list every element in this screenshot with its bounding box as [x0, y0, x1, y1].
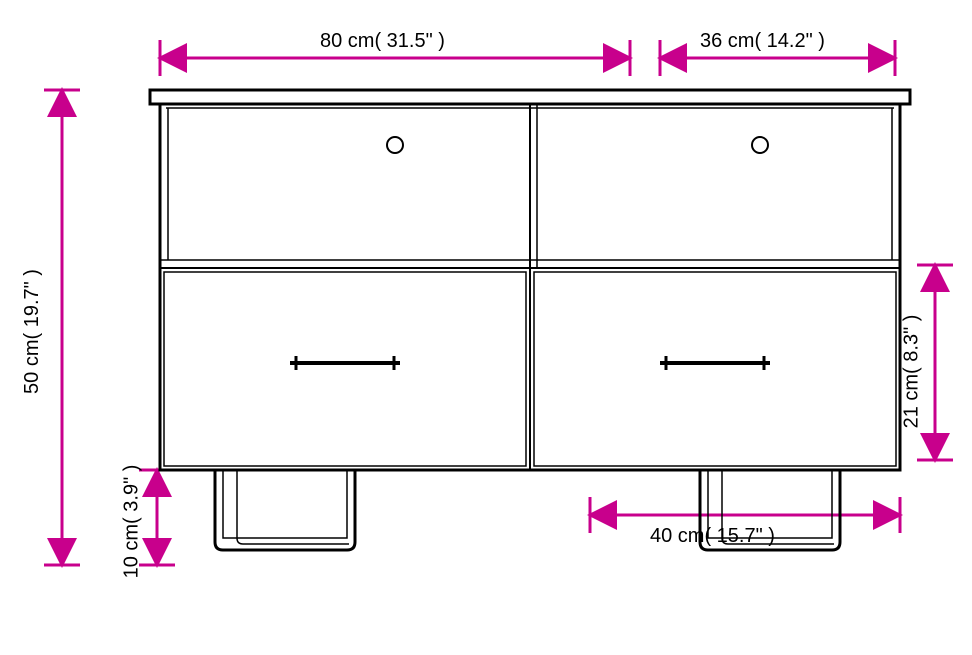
dimension-lines [44, 40, 953, 565]
dim-label-leg_left: 10 cm( 3.9" ) [120, 465, 143, 579]
diagram-svg [0, 0, 972, 655]
furniture-drawing [150, 90, 910, 550]
dim-label-drawer_width: 40 cm( 15.7" ) [650, 525, 775, 548]
dim-label-width_top: 80 cm( 31.5" ) [320, 30, 445, 53]
dim-label-drawer_right: 21 cm( 8.3" ) [900, 315, 923, 429]
diagram-container: 80 cm( 31.5" ) 36 cm( 14.2" ) 50 cm( 19.7"… [0, 0, 972, 655]
dim-label-height_left: 50 cm( 19.7" ) [21, 269, 44, 394]
dim-label-depth_top: 36 cm( 14.2" ) [700, 30, 825, 53]
